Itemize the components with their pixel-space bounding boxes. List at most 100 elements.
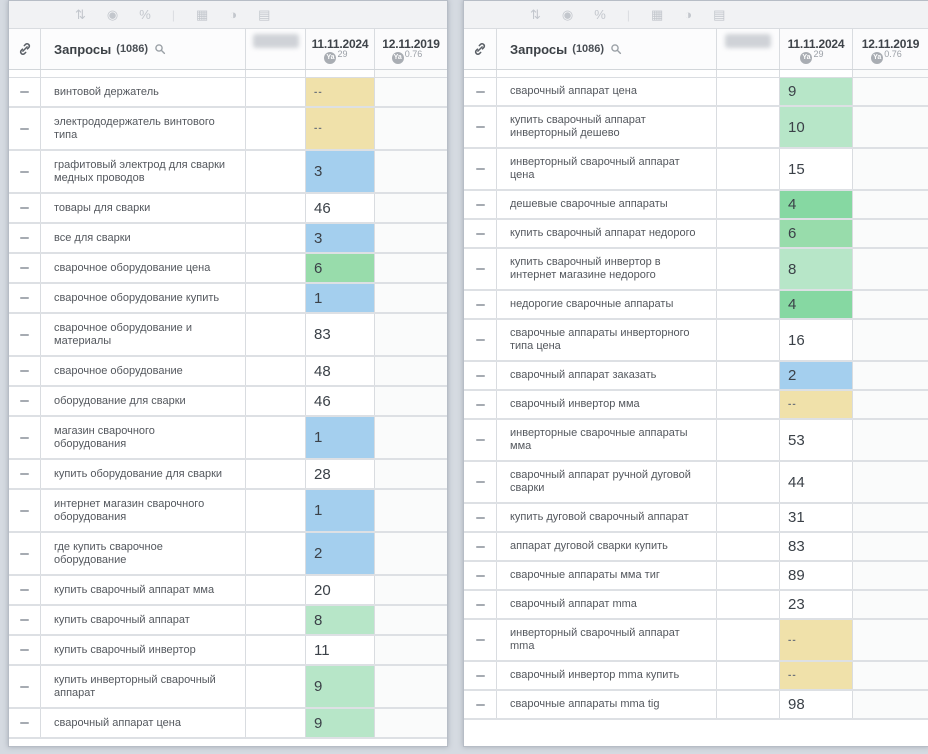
drag-handle[interactable] [464, 78, 497, 105]
query-cell[interactable]: сварочный аппарат заказать [497, 362, 717, 389]
drag-handle[interactable] [9, 576, 41, 604]
drag-handle[interactable] [464, 533, 497, 560]
position-cell[interactable]: 10 [780, 107, 853, 147]
date-column-header-1[interactable]: 11.11.2024 Ya 29 [306, 29, 375, 69]
visibility-icon[interactable]: ◉ [106, 7, 119, 22]
drag-handle[interactable] [9, 460, 41, 488]
position-cell[interactable]: 1 [306, 417, 375, 458]
query-cell[interactable]: аппарат дуговой сварки купить [497, 533, 717, 560]
query-cell[interactable]: сварочный инвертор mma купить [497, 662, 717, 689]
position-cell[interactable]: 28 [306, 460, 375, 488]
position-cell[interactable]: 11 [306, 636, 375, 664]
query-cell[interactable]: все для сварки [41, 224, 246, 252]
drag-handle[interactable] [9, 357, 41, 385]
position-cell[interactable]: 15 [780, 149, 853, 189]
query-cell[interactable]: сварочные аппараты мма тиг [497, 562, 717, 589]
query-cell[interactable]: купить сварочный аппарат инверторный деш… [497, 107, 717, 147]
query-cell[interactable]: сварочный аппарат ручной дуговой сварки [497, 462, 717, 502]
position-cell[interactable]: 23 [780, 591, 853, 618]
position-cell[interactable]: 9 [306, 709, 375, 737]
drag-handle[interactable] [9, 666, 41, 707]
drag-handle[interactable] [9, 387, 41, 415]
drag-handle[interactable] [464, 662, 497, 689]
link-column-header[interactable] [464, 29, 497, 69]
drag-handle[interactable] [464, 591, 497, 618]
query-cell[interactable]: инверторные сварочные аппараты мма [497, 420, 717, 460]
drag-handle[interactable] [9, 490, 41, 531]
table-icon[interactable]: ▦ [650, 7, 664, 22]
drag-handle[interactable] [9, 151, 41, 192]
query-cell[interactable]: сварочные аппараты mma tig [497, 691, 717, 718]
position-cell[interactable]: 53 [780, 420, 853, 460]
drag-handle[interactable] [9, 636, 41, 664]
drag-handle[interactable] [9, 606, 41, 634]
position-cell[interactable]: 48 [306, 357, 375, 385]
query-cell[interactable]: винтовой держатель [41, 78, 246, 106]
query-cell[interactable]: сварочные аппараты инверторного типа цен… [497, 320, 717, 360]
query-cell[interactable]: купить сварочный инвертор в интернет маг… [497, 249, 717, 289]
position-cell[interactable]: 3 [306, 224, 375, 252]
query-cell[interactable]: сварочное оборудование купить [41, 284, 246, 312]
drag-handle[interactable] [464, 691, 497, 718]
query-cell[interactable]: дешевые сварочные аппараты [497, 191, 717, 218]
query-cell[interactable]: графитовый электрод для сварки медных пр… [41, 151, 246, 192]
query-cell[interactable]: интернет магазин сварочного оборудования [41, 490, 246, 531]
position-cell[interactable]: -- [306, 108, 375, 149]
drag-handle[interactable] [9, 78, 41, 106]
query-cell[interactable]: сварочный аппарат цена [41, 709, 246, 737]
drag-handle[interactable] [464, 391, 497, 418]
query-cell[interactable]: сварочное оборудование [41, 357, 246, 385]
position-cell[interactable]: -- [780, 662, 853, 689]
position-cell[interactable]: 8 [306, 606, 375, 634]
query-cell[interactable]: купить дуговой сварочный аппарат [497, 504, 717, 531]
position-cell[interactable]: 6 [780, 220, 853, 247]
position-cell[interactable]: 31 [780, 504, 853, 531]
drag-handle[interactable] [464, 420, 497, 460]
date-column-header-2[interactable]: 12.11.2019 Ya 0.76 [853, 29, 928, 69]
position-cell[interactable]: 1 [306, 284, 375, 312]
position-cell[interactable]: 4 [780, 191, 853, 218]
query-cell[interactable]: сварочное оборудование и материалы [41, 314, 246, 355]
query-cell[interactable]: инверторный сварочный аппарат mma [497, 620, 717, 660]
position-cell[interactable]: 20 [306, 576, 375, 604]
query-cell[interactable]: товары для сварки [41, 194, 246, 222]
query-cell[interactable]: купить сварочный аппарат недорого [497, 220, 717, 247]
visibility-icon[interactable]: ◉ [561, 7, 574, 22]
drag-handle[interactable] [464, 620, 497, 660]
drag-handle[interactable] [9, 108, 41, 149]
position-cell[interactable]: -- [306, 78, 375, 106]
query-cell[interactable]: инверторный сварочный аппарат цена [497, 149, 717, 189]
position-cell[interactable]: 83 [306, 314, 375, 355]
query-cell[interactable]: сварочное оборудование цена [41, 254, 246, 282]
position-cell[interactable]: 2 [306, 533, 375, 574]
query-cell[interactable]: недорогие сварочные аппараты [497, 291, 717, 318]
position-cell[interactable]: 98 [780, 691, 853, 718]
folder-icon[interactable]: ▤ [258, 7, 271, 22]
position-cell[interactable]: 8 [780, 249, 853, 289]
drag-handle[interactable] [464, 249, 497, 289]
position-cell[interactable]: 44 [780, 462, 853, 502]
drag-handle[interactable] [464, 291, 497, 318]
sort-icon[interactable]: ⇅ [75, 7, 86, 22]
query-cell[interactable]: сварочный инвертор мма [497, 391, 717, 418]
query-cell[interactable]: сварочный аппарат цена [497, 78, 717, 105]
drag-handle[interactable] [9, 194, 41, 222]
position-cell[interactable]: 83 [780, 533, 853, 560]
position-cell[interactable]: 89 [780, 562, 853, 589]
position-cell[interactable]: 9 [780, 78, 853, 105]
position-cell[interactable]: 9 [306, 666, 375, 707]
folder-icon[interactable]: ▤ [713, 7, 726, 22]
drag-handle[interactable] [9, 284, 41, 312]
drag-handle[interactable] [464, 462, 497, 502]
drag-handle[interactable] [9, 533, 41, 574]
position-cell[interactable]: 46 [306, 194, 375, 222]
position-cell[interactable]: 6 [306, 254, 375, 282]
drag-handle[interactable] [9, 314, 41, 355]
drag-handle[interactable] [464, 362, 497, 389]
query-cell[interactable]: магазин сварочного оборудования [41, 417, 246, 458]
query-cell[interactable]: оборудование для сварки [41, 387, 246, 415]
position-cell[interactable]: 3 [306, 151, 375, 192]
query-cell[interactable]: купить сварочный аппарат [41, 606, 246, 634]
query-cell[interactable]: купить сварочный аппарат мма [41, 576, 246, 604]
search-icon[interactable] [609, 42, 623, 56]
